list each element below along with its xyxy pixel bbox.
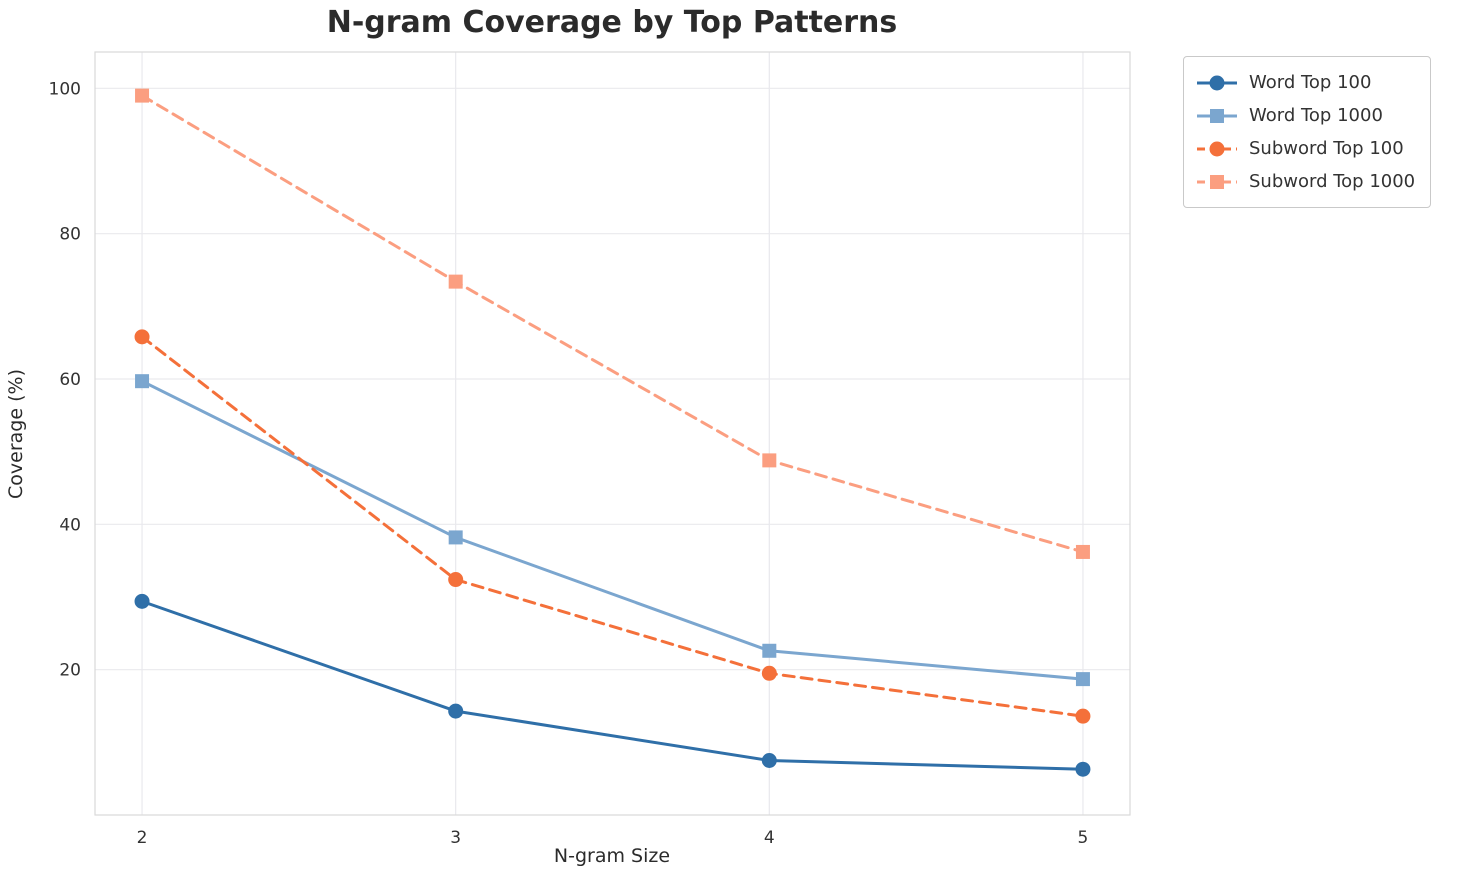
- y-tick-label: 80: [59, 225, 81, 245]
- series-subword-top-100: [134, 329, 1091, 724]
- data-point-marker-circle: [448, 572, 464, 588]
- chart-title: N-gram Coverage by Top Patterns: [327, 5, 898, 40]
- data-point-marker-square: [135, 374, 150, 389]
- y-tick-label: 40: [59, 515, 81, 535]
- x-tick-label: 4: [764, 828, 775, 848]
- data-point-marker-circle: [134, 593, 150, 609]
- x-tick-label: 3: [450, 828, 461, 848]
- data-point-marker-circle: [761, 753, 777, 768]
- data-point-marker-square: [1075, 544, 1090, 559]
- data-point-marker-square: [1210, 174, 1224, 189]
- data-point-marker-circle: [1075, 708, 1091, 724]
- data-point-marker-circle: [134, 329, 150, 345]
- legend-item-subword-top-1000: Subword Top 1000: [1195, 165, 1415, 198]
- series-line: [140, 94, 1085, 554]
- data-point-marker-square: [762, 643, 777, 658]
- legend-label: Word Top 1000: [1249, 105, 1383, 126]
- series-line: [140, 599, 1085, 771]
- plot-border: [94, 51, 1131, 816]
- legend-label: Subword Top 100: [1249, 138, 1404, 159]
- x-tick-label: 5: [1078, 828, 1089, 848]
- legend-label: Subword Top 1000: [1249, 171, 1416, 192]
- series-subword-top-1000: [135, 88, 1090, 559]
- legend-item-word-top-1000: Word Top 1000: [1195, 99, 1415, 132]
- y-tick-label: 100: [49, 79, 81, 99]
- data-point-marker-square: [762, 453, 777, 468]
- axis-ticks: 20 40 60 80 100 2 3 4 5: [49, 79, 1089, 848]
- data-point-marker-circle: [448, 703, 464, 719]
- series-word-top-100: [134, 593, 1091, 777]
- series-line: [140, 335, 1085, 718]
- legend-line-sample: [1197, 174, 1237, 189]
- legend-line-sample: [1197, 108, 1237, 123]
- legend-line-sample: [1197, 75, 1237, 90]
- legend: Word Top 100 Word Top 1000 Subword Top 100…: [1183, 56, 1432, 208]
- series-line: [140, 379, 1085, 681]
- legend-item-subword-top-100: Subword Top 100: [1195, 132, 1415, 165]
- x-axis-label: N-gram Size: [554, 845, 670, 867]
- data-point-marker-square: [448, 274, 463, 289]
- x-tick-label: 2: [137, 828, 148, 848]
- data-point-marker-circle: [1209, 75, 1225, 90]
- data-series: [134, 88, 1091, 777]
- grid-lines: [95, 52, 1130, 815]
- y-tick-label: 20: [59, 661, 81, 681]
- legend-item-word-top-100: Word Top 100: [1195, 66, 1415, 99]
- y-tick-label: 60: [59, 370, 81, 390]
- series-word-top-1000: [135, 374, 1090, 687]
- data-point-marker-square: [448, 530, 463, 545]
- data-point-marker-square: [1210, 108, 1224, 123]
- legend-line-sample: [1197, 141, 1237, 156]
- data-point-marker-circle: [1075, 761, 1091, 777]
- data-point-marker-square: [135, 88, 150, 103]
- legend-label: Word Top 100: [1249, 72, 1372, 93]
- data-point-marker-circle: [1209, 141, 1225, 156]
- y-axis-label: Coverage (%): [5, 369, 27, 499]
- data-point-marker-square: [1075, 672, 1090, 687]
- data-point-marker-circle: [761, 665, 777, 681]
